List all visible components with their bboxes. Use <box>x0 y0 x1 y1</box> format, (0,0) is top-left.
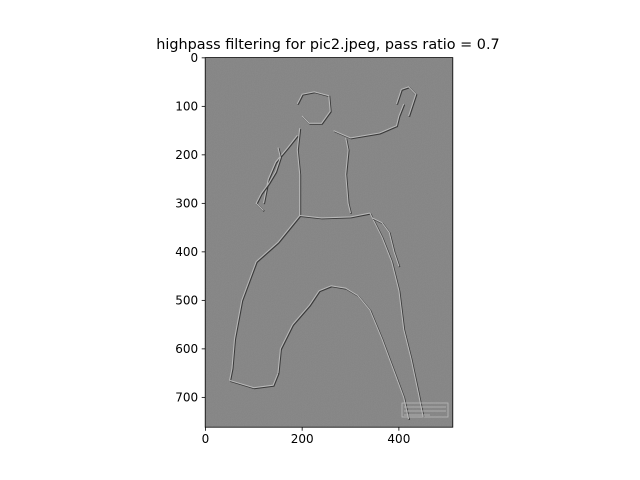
y-tick-label: 200 <box>175 148 198 162</box>
axes-frame <box>204 57 454 428</box>
x-axis: 0 200 400 <box>202 427 410 446</box>
edge-torso-left-shadow <box>297 128 302 217</box>
edge-right-hand <box>395 86 417 117</box>
edge-left-foot <box>229 372 279 389</box>
edge-racket <box>255 147 281 211</box>
y-tick-label: 500 <box>175 294 198 308</box>
x-tick-label: 200 <box>291 432 314 446</box>
edge-left-leg-outer-shadow <box>229 215 302 382</box>
y-tick-label: 0 <box>191 51 199 65</box>
y-tick-label: 700 <box>175 391 198 405</box>
edge-waist <box>299 212 371 219</box>
edge-right-arm <box>333 103 405 139</box>
edge-left-leg-inner-shadow <box>277 290 321 374</box>
y-tick-label: 600 <box>175 342 198 356</box>
watermark <box>401 402 449 418</box>
y-tick-label: 400 <box>175 245 198 259</box>
edge-crotch <box>318 285 359 296</box>
y-tick-label: 300 <box>175 197 198 211</box>
x-tick-label: 400 <box>387 432 410 446</box>
y-axis: 0 100 200 300 400 500 600 700 <box>175 51 206 405</box>
chart-title: highpass filtering for pic2.jpeg, pass r… <box>156 37 499 53</box>
edge-head <box>296 91 331 124</box>
edge-right-leg-outer <box>369 212 424 417</box>
edge-layer <box>229 86 425 421</box>
y-tick-label: 100 <box>175 100 198 114</box>
image-area <box>205 57 453 428</box>
edge-right-leg-inner <box>357 295 410 420</box>
x-tick-label: 0 <box>202 432 210 446</box>
edge-torso-right <box>345 137 352 214</box>
edge-torso-left <box>296 128 301 216</box>
edge-left-leg-outer <box>229 215 301 381</box>
edge-right-hip <box>372 217 400 267</box>
edge-waist-shadow <box>300 213 371 220</box>
edge-head-shadow <box>297 91 332 125</box>
edge-left-leg-inner <box>277 290 320 374</box>
image-grain <box>205 57 453 428</box>
